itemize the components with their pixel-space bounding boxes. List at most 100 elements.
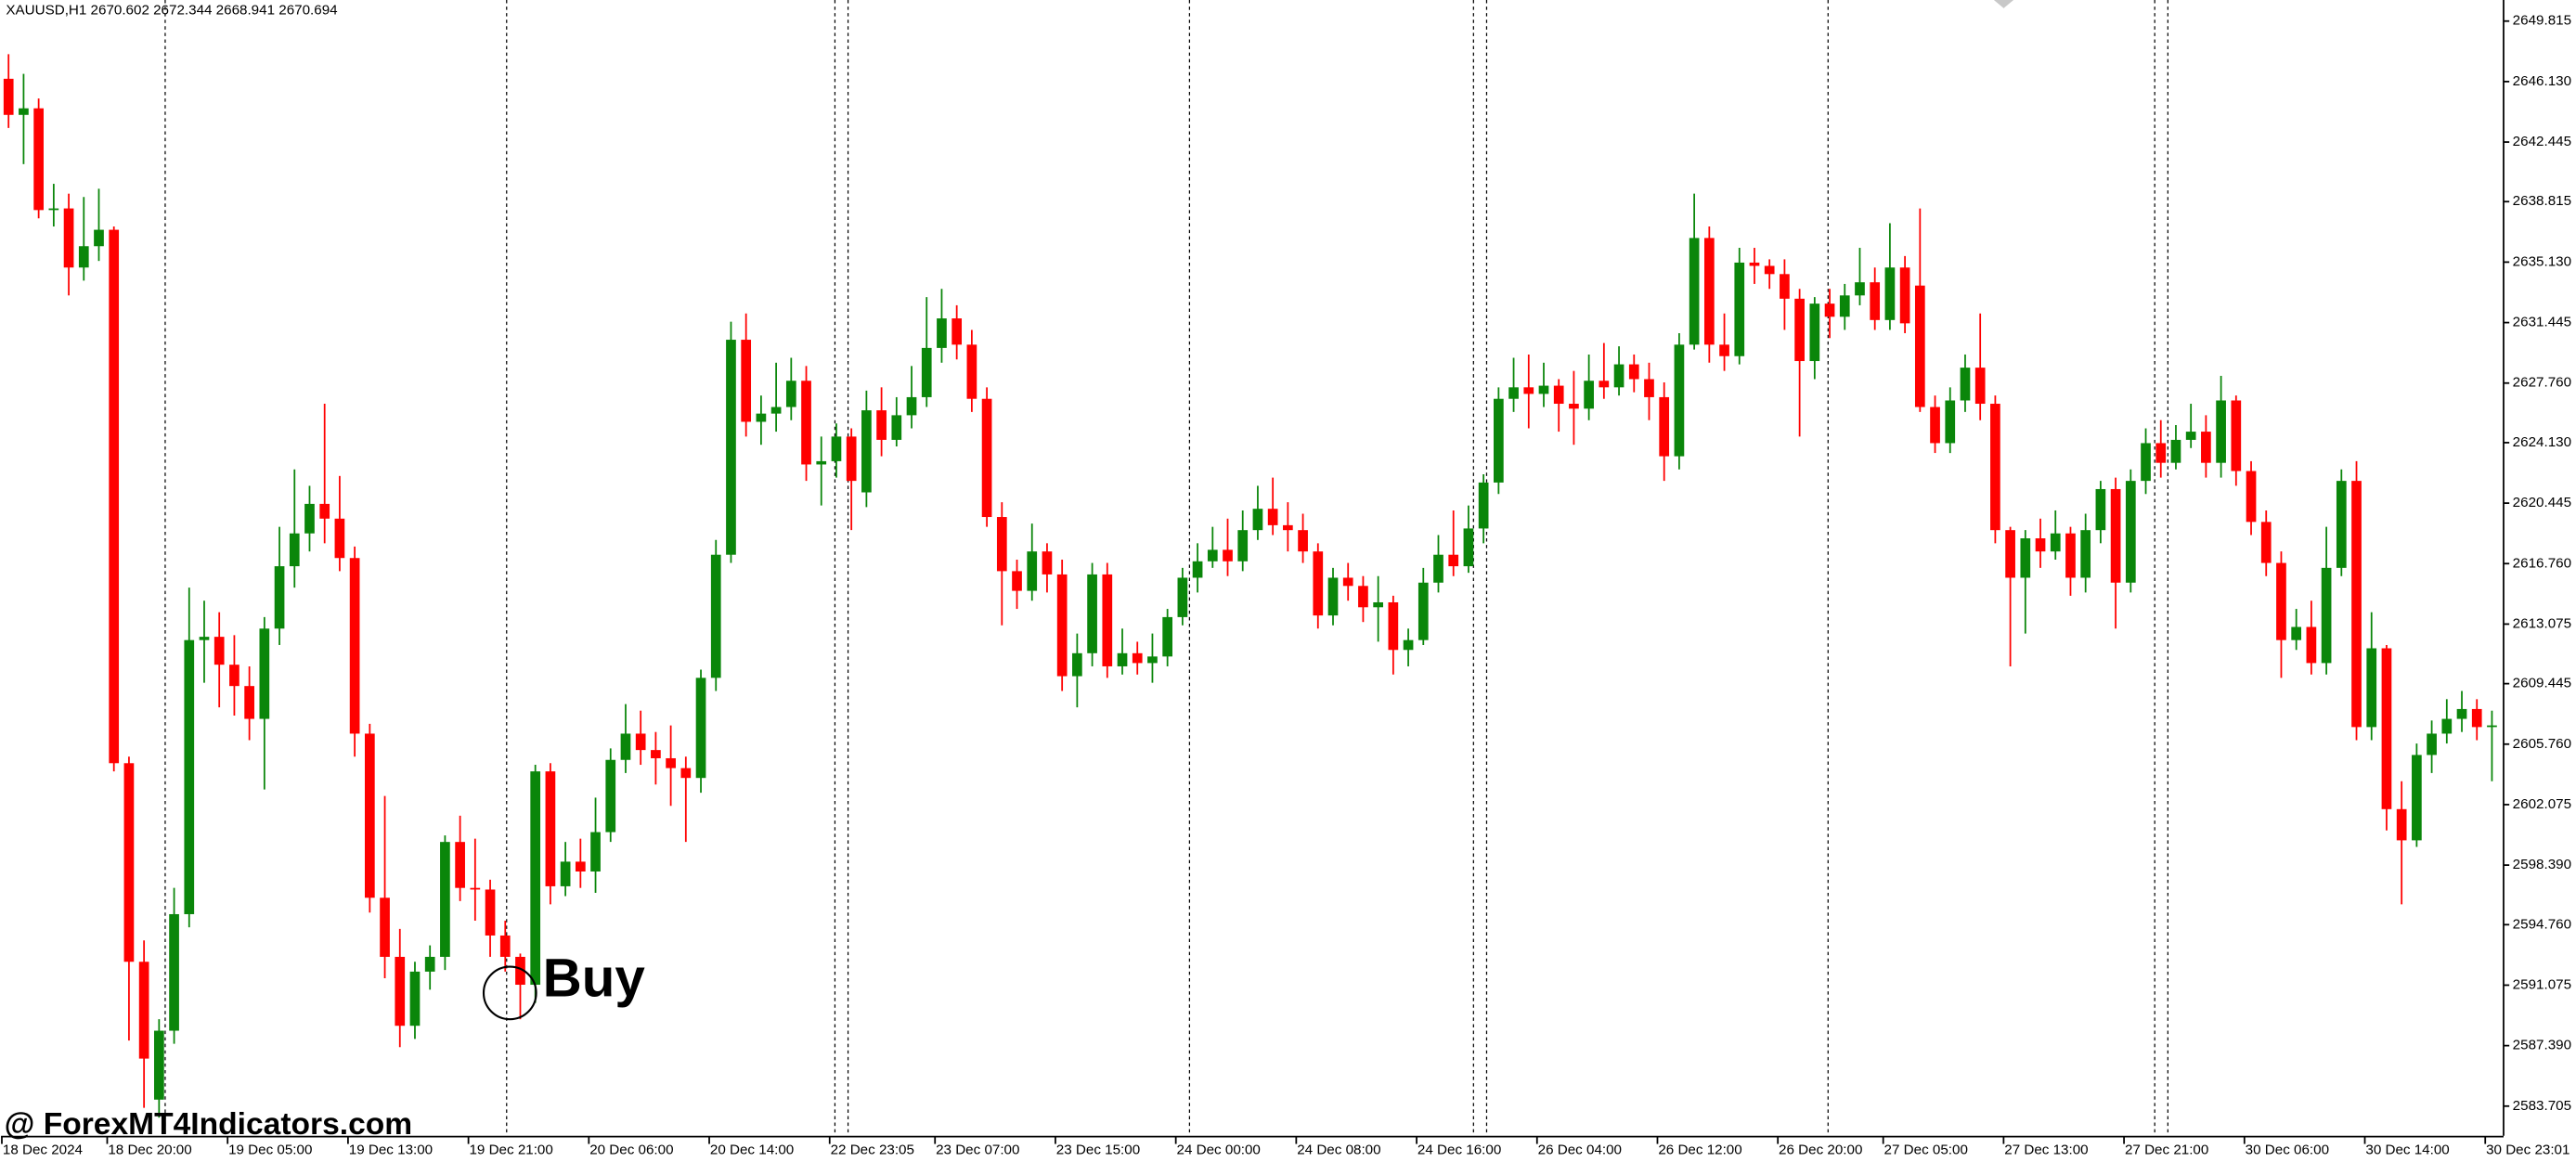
y-tick-label: 2602.075 xyxy=(2513,796,2571,812)
candle-body xyxy=(1689,238,1700,345)
candle-body xyxy=(229,665,239,687)
candle-body xyxy=(770,407,782,414)
candle-body xyxy=(1734,262,1745,356)
x-tick-label: 30 Dec 23:01 xyxy=(2486,1143,2570,1158)
candle-body xyxy=(2125,481,2136,583)
candle-body xyxy=(334,518,345,559)
x-tick-label: 27 Dec 21:00 xyxy=(2125,1143,2208,1158)
candle-body xyxy=(2396,808,2407,841)
buy-circle xyxy=(482,965,537,1021)
x-tick-label: 30 Dec 06:00 xyxy=(2246,1143,2329,1158)
candle-body xyxy=(1072,652,1082,677)
y-tick-label: 2649.815 xyxy=(2513,13,2571,29)
candle-body xyxy=(109,229,120,764)
y-tick-label: 2624.130 xyxy=(2513,434,2571,450)
candle-body xyxy=(123,763,135,962)
candle-body xyxy=(1388,601,1399,651)
candle-body xyxy=(1780,274,1790,299)
candle-body xyxy=(1448,554,1459,567)
x-tick-label: 20 Dec 06:00 xyxy=(589,1143,673,1158)
candle-body xyxy=(2456,708,2467,719)
candle-body xyxy=(1027,551,1038,591)
candle-body xyxy=(499,935,511,957)
candle-body xyxy=(2246,471,2257,523)
candle-body xyxy=(1237,530,1249,562)
candle-body xyxy=(2095,488,2106,531)
x-tick-label: 26 Dec 20:00 xyxy=(1779,1143,1862,1158)
candle-body xyxy=(2412,755,2422,841)
candle-body xyxy=(2487,725,2497,728)
candle-body xyxy=(2050,533,2061,552)
candle-body xyxy=(1012,571,1022,591)
candle-body xyxy=(78,246,89,268)
candle-body xyxy=(455,842,465,888)
candle-body xyxy=(530,771,541,986)
candle-body xyxy=(304,503,315,534)
candle-body xyxy=(756,413,767,422)
candle-body xyxy=(1884,267,1896,320)
candle-body xyxy=(620,733,631,760)
x-tick-label: 24 Dec 08:00 xyxy=(1297,1143,1380,1158)
candle-body xyxy=(1087,574,1097,653)
candle-body xyxy=(33,108,44,211)
candle-body xyxy=(981,398,992,518)
candle-body xyxy=(2231,400,2242,471)
candle-body xyxy=(3,78,14,115)
scroll-marker xyxy=(1993,0,2014,8)
candle-body xyxy=(1313,551,1324,616)
candle-body xyxy=(1674,344,1685,457)
candle-body xyxy=(2441,718,2453,734)
candle-body xyxy=(951,318,963,345)
candle-body xyxy=(1824,303,1835,317)
candle-body xyxy=(1749,262,1760,266)
x-tick-label: 24 Dec 16:00 xyxy=(1417,1143,1501,1158)
candle-body xyxy=(831,436,842,461)
candle-body xyxy=(349,558,360,734)
candle-body xyxy=(1494,398,1504,483)
candle-body xyxy=(1508,387,1519,399)
candle-body xyxy=(214,637,225,665)
candle-body xyxy=(1569,404,1579,409)
candle-body xyxy=(1659,396,1670,457)
candle-body xyxy=(1267,509,1278,525)
candle-body xyxy=(409,971,421,1026)
y-tick-label: 2616.760 xyxy=(2513,555,2571,571)
candle-body xyxy=(485,889,496,936)
candle-body xyxy=(48,208,59,211)
candle-body xyxy=(19,108,29,115)
candle-body xyxy=(1207,549,1218,562)
candle-body xyxy=(424,956,435,972)
candle-body xyxy=(1042,551,1053,575)
candle-body xyxy=(680,768,692,779)
candle-body xyxy=(801,381,811,465)
candle-body xyxy=(2035,538,2046,552)
x-tick-label: 18 Dec 20:00 xyxy=(108,1143,191,1158)
candle-body xyxy=(2306,626,2317,664)
candle-body xyxy=(395,956,406,1026)
y-tick-label: 2613.075 xyxy=(2513,615,2571,631)
x-tick-label: 23 Dec 07:00 xyxy=(936,1143,1019,1158)
x-tick-label: 19 Dec 13:00 xyxy=(349,1143,433,1158)
y-tick-label: 2642.445 xyxy=(2513,134,2571,149)
candle-body xyxy=(651,750,661,758)
candle-body xyxy=(1960,368,1971,401)
candle-body xyxy=(1764,265,1775,275)
candle-body xyxy=(545,771,556,886)
candle-body xyxy=(259,628,270,719)
y-tick-label: 2620.445 xyxy=(2513,495,2571,510)
candle-body xyxy=(1177,577,1188,617)
x-tick-label: 18 Dec 2024 xyxy=(3,1143,83,1158)
candle-body xyxy=(2110,488,2121,583)
candle-body xyxy=(1417,582,1429,640)
candle-body xyxy=(1930,407,1940,444)
x-tick-label: 30 Dec 14:00 xyxy=(2365,1143,2449,1158)
candle-body xyxy=(666,757,676,768)
x-tick-label: 19 Dec 21:00 xyxy=(469,1143,552,1158)
candle-body xyxy=(1855,282,1865,296)
candle-body xyxy=(1628,364,1639,380)
candle-body xyxy=(1192,561,1203,578)
candle-body xyxy=(906,396,917,416)
x-tick-label: 27 Dec 05:00 xyxy=(1884,1143,1968,1158)
